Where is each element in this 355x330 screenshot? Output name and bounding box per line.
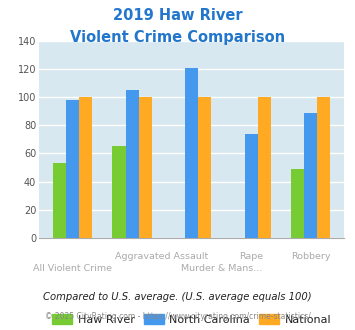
- Bar: [185, 68, 198, 238]
- Bar: [291, 169, 304, 238]
- Text: Murder & Mans...: Murder & Mans...: [181, 264, 262, 273]
- Bar: [258, 97, 271, 238]
- Bar: [126, 90, 139, 238]
- Bar: [304, 113, 317, 238]
- Text: © 2025 CityRating.com - https://www.cityrating.com/crime-statistics/: © 2025 CityRating.com - https://www.city…: [45, 312, 310, 321]
- Bar: [53, 163, 66, 238]
- Bar: [198, 97, 211, 238]
- Bar: [79, 97, 92, 238]
- Text: Violent Crime Comparison: Violent Crime Comparison: [70, 30, 285, 45]
- Text: Aggravated Assault: Aggravated Assault: [115, 251, 208, 261]
- Bar: [245, 134, 258, 238]
- Bar: [317, 97, 331, 238]
- Text: Robbery: Robbery: [291, 251, 331, 261]
- Bar: [113, 147, 126, 238]
- Legend: Haw River, North Carolina, National: Haw River, North Carolina, National: [52, 314, 331, 325]
- Text: 2019 Haw River: 2019 Haw River: [113, 8, 242, 23]
- Text: Compared to U.S. average. (U.S. average equals 100): Compared to U.S. average. (U.S. average …: [43, 292, 312, 302]
- Text: Rape: Rape: [239, 251, 263, 261]
- Bar: [66, 100, 79, 238]
- Text: All Violent Crime: All Violent Crime: [33, 264, 112, 273]
- Bar: [139, 97, 152, 238]
